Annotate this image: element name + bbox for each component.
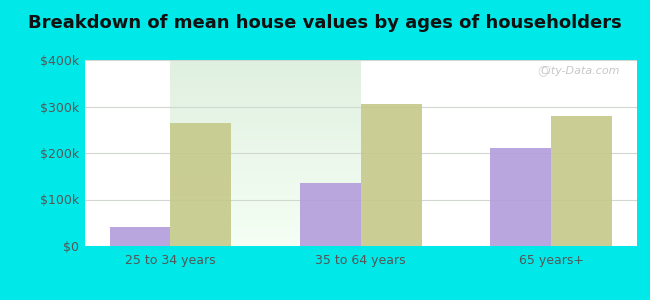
Bar (110, 227, 170, 246)
Text: City-Data.com: City-Data.com (541, 66, 620, 76)
Bar (551, 116, 612, 246)
Text: ○: ○ (538, 66, 549, 79)
Bar (490, 148, 551, 246)
Bar (361, 104, 422, 246)
Bar (170, 123, 231, 246)
Bar (300, 183, 361, 246)
Text: Breakdown of mean house values by ages of householders: Breakdown of mean house values by ages o… (28, 14, 622, 32)
